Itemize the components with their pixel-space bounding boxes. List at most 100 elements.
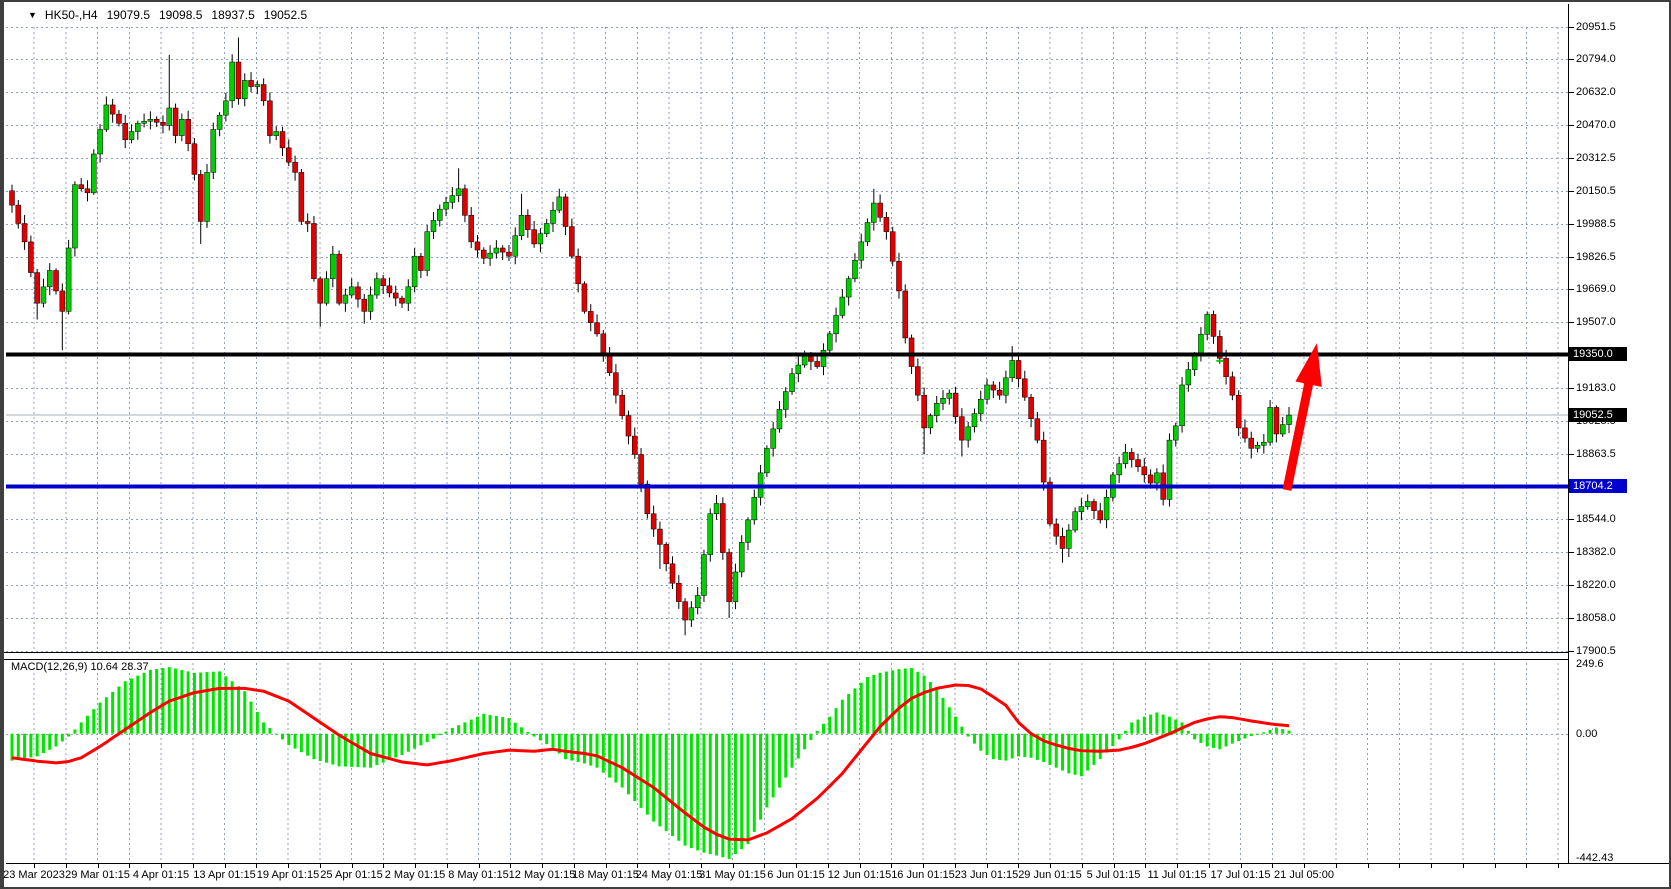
bear-candle	[28, 241, 34, 273]
macd-histogram-bar	[1079, 733, 1083, 777]
bull-candle	[1179, 384, 1185, 427]
bear-candle	[1015, 360, 1022, 380]
macd-axis-label: 0.00	[1576, 727, 1598, 740]
ohlc-open-value: 19079.5	[106, 8, 150, 22]
macd-histogram-bar	[98, 702, 102, 734]
chart-canvas[interactable]	[4, 2, 1671, 889]
macd-histogram-bar	[1199, 733, 1203, 743]
up-arrow-annotation[interactable]	[1282, 343, 1322, 491]
bull-candle	[411, 255, 418, 288]
bull-candle	[688, 607, 695, 621]
bear-candle	[902, 290, 909, 339]
macd-histogram-bar	[979, 733, 983, 751]
macd-histogram-bar	[935, 688, 939, 734]
macd-histogram-bar	[545, 733, 549, 745]
macd-histogram-bar	[671, 733, 675, 836]
bull-candle	[430, 220, 437, 232]
bull-candle	[216, 114, 223, 130]
macd-histogram-bar	[633, 733, 637, 802]
macd-histogram-bar	[199, 672, 203, 734]
macd-histogram-bar	[947, 707, 951, 734]
bull-candle	[147, 118, 154, 122]
macd-histogram-bar	[790, 733, 794, 768]
macd-histogram-bar	[1117, 733, 1121, 740]
price-tag-19350.0: 19350.0	[1569, 347, 1627, 362]
bear-candle	[959, 416, 965, 441]
macd-histogram-bar	[10, 733, 14, 761]
bear-candle	[1235, 394, 1242, 429]
bull-candle	[1267, 407, 1273, 443]
bull-candle	[487, 252, 493, 259]
bear-candle	[462, 188, 468, 216]
bull-candle	[437, 208, 443, 221]
macd-histogram-bar	[513, 722, 517, 734]
bear-candle	[122, 123, 128, 140]
price-axis-label: 20632.0	[1576, 86, 1616, 99]
bull-candle	[348, 286, 355, 296]
bull-candle	[405, 286, 412, 304]
macd-histogram-bar	[230, 681, 234, 734]
macd-histogram-bar	[369, 733, 373, 768]
macd-histogram-bar	[111, 691, 115, 734]
bull-candle	[229, 61, 235, 102]
bull-candle	[141, 121, 147, 124]
macd-histogram-bar	[721, 733, 725, 858]
chevron-down-icon[interactable]: ▼	[28, 10, 37, 20]
macd-histogram-bar	[784, 733, 788, 778]
bear-candle	[1028, 396, 1034, 419]
macd-histogram-bar	[450, 728, 454, 734]
bear-candle	[153, 118, 160, 123]
price-axis-label: 19826.5	[1576, 250, 1616, 263]
price-axis-label: 18863.5	[1576, 447, 1616, 460]
macd-histogram-bar	[840, 699, 844, 734]
macd-histogram-bar	[1287, 730, 1291, 734]
macd-histogram-bar	[740, 733, 744, 850]
bear-candle	[248, 80, 254, 87]
bull-candle	[789, 373, 795, 392]
price-axis-label: 17900.5	[1576, 644, 1616, 657]
bull-candle	[852, 260, 858, 279]
macd-histogram-bar	[557, 733, 561, 754]
macd-histogram-bar	[255, 711, 259, 734]
macd-histogram-bar	[903, 668, 907, 734]
bear-candle	[990, 384, 997, 391]
macd-histogram-bar	[1161, 714, 1165, 734]
macd-histogram-bar	[136, 675, 140, 734]
macd-histogram-bar	[1212, 733, 1216, 748]
macd-histogram-bar	[180, 669, 184, 734]
bull-candle	[713, 503, 720, 514]
bear-candle	[399, 297, 405, 304]
bear-candle	[361, 298, 368, 312]
macd-histogram-bar	[287, 733, 291, 746]
macd-histogram-bar	[1042, 733, 1046, 763]
macd-histogram-bar	[104, 697, 108, 734]
bull-candle	[1066, 529, 1072, 549]
macd-histogram-bar	[161, 668, 165, 734]
bull-candle	[242, 80, 248, 100]
panel-splitter[interactable]	[4, 652, 1568, 660]
bear-candle	[386, 285, 393, 294]
macd-histogram-bar	[469, 719, 473, 734]
price-axis-label: 19988.5	[1576, 217, 1616, 230]
macd-histogram-bar	[41, 733, 45, 754]
macd-main-value: 10.64	[90, 661, 119, 673]
macd-histogram-bar	[507, 718, 511, 734]
bull-candle	[424, 231, 430, 271]
bear-candle	[474, 241, 481, 251]
macd-histogram-bar	[1167, 716, 1171, 734]
date-axis-label: 5 Jul 01:15	[1086, 869, 1141, 881]
bull-candle	[1154, 472, 1160, 484]
macd-axis-label: 249.6	[1576, 658, 1604, 670]
macd-histogram-bar	[274, 733, 278, 735]
bull-candle	[801, 356, 808, 366]
macd-name: MACD(12,26,9)	[11, 661, 88, 673]
macd-histogram-bar	[1268, 729, 1272, 734]
macd-histogram-bar	[142, 672, 146, 734]
bear-candle	[896, 261, 902, 292]
macd-histogram-bar	[375, 733, 379, 766]
bull-candle	[694, 595, 701, 608]
macd-histogram-bar	[337, 733, 341, 767]
bull-candle	[965, 426, 971, 441]
macd-histogram-bar	[1224, 733, 1228, 747]
